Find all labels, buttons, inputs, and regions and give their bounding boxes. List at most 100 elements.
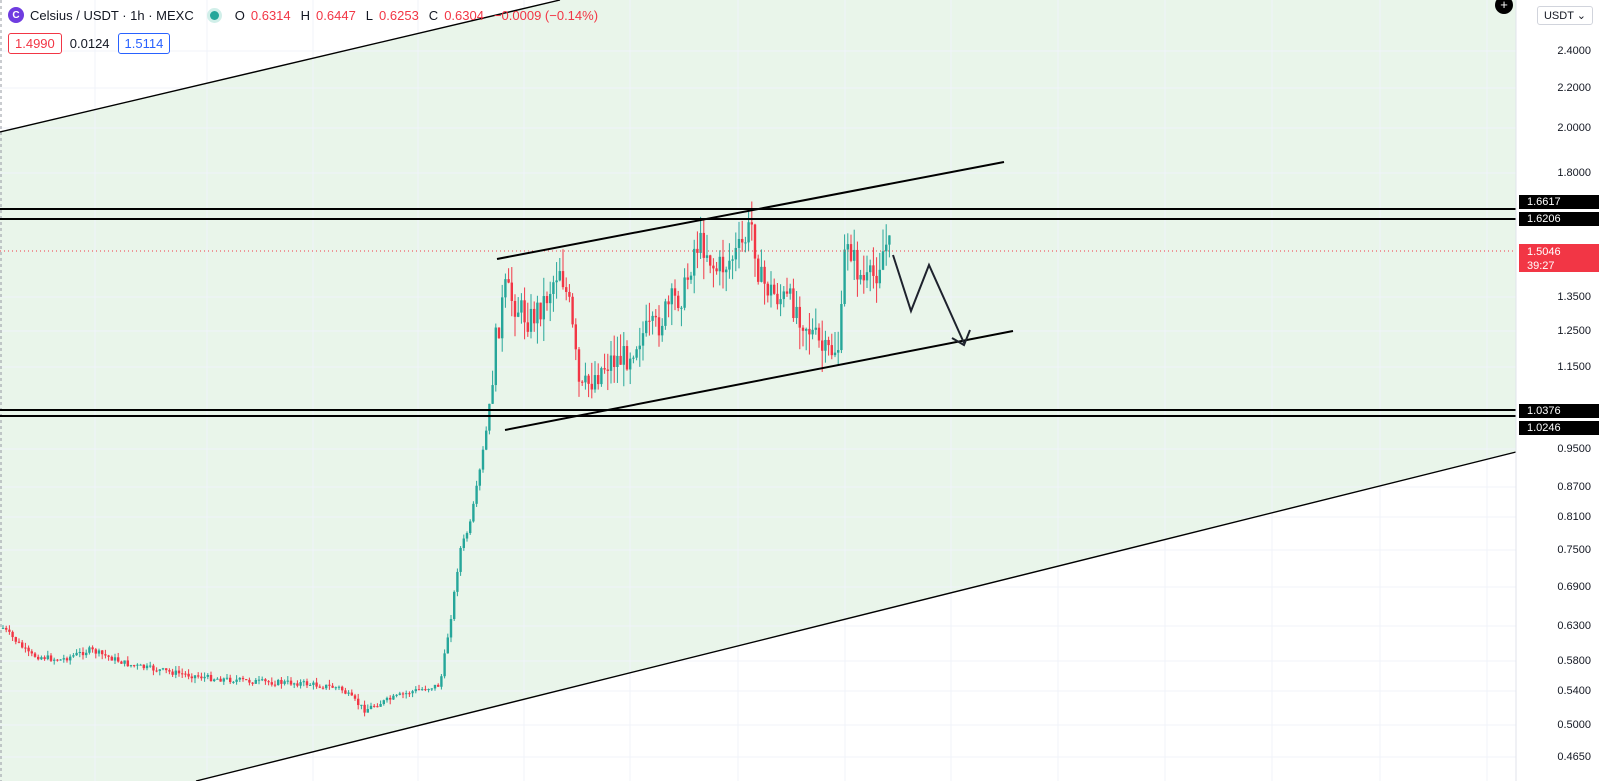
- candle-body: [216, 678, 219, 680]
- candle-body: [728, 260, 731, 270]
- candle-body: [757, 258, 760, 282]
- candle-body: [190, 676, 193, 679]
- candle-body: [603, 368, 606, 370]
- sell-button[interactable]: 1.4990: [8, 33, 62, 54]
- candle-body: [744, 242, 747, 244]
- axis-tick-label: 0.5800: [1557, 655, 1591, 667]
- candle-body: [85, 652, 88, 656]
- candle-body: [427, 689, 430, 691]
- candle-body: [792, 288, 795, 319]
- candle-body: [699, 232, 702, 253]
- candle-body: [536, 302, 539, 324]
- candle-body: [856, 249, 859, 280]
- candle-body: [449, 619, 453, 638]
- candle-body: [17, 641, 21, 643]
- candle-body: [459, 547, 462, 572]
- candle-body: [673, 288, 677, 296]
- candle-body: [91, 647, 94, 650]
- candle-body: [827, 339, 830, 346]
- candle-body: [334, 687, 337, 689]
- candle-body: [581, 381, 584, 383]
- candle-body: [526, 322, 529, 332]
- candle-body: [600, 368, 603, 385]
- candle-body: [443, 653, 446, 677]
- candle-body: [833, 352, 837, 356]
- add-icon[interactable]: +: [1495, 0, 1513, 14]
- candle-body: [398, 693, 401, 695]
- candle-body: [254, 680, 257, 684]
- candle-body: [145, 665, 149, 669]
- candle-body: [309, 684, 312, 686]
- candle-body: [107, 655, 110, 657]
- candle-body: [120, 661, 123, 664]
- candle-body: [808, 328, 811, 335]
- candle-body: [363, 704, 366, 713]
- candle-body: [760, 266, 763, 282]
- candle-body: [184, 673, 187, 675]
- candle-body: [571, 296, 574, 325]
- candle-body: [270, 682, 273, 685]
- candle-body: [686, 277, 689, 280]
- candle-body: [235, 679, 238, 682]
- candle-body: [366, 709, 369, 713]
- candle-body: [875, 275, 878, 284]
- outer-channel-top: [0, 0, 561, 133]
- high-value: 0.6447: [316, 7, 356, 23]
- candle-body: [318, 686, 321, 688]
- candle-body: [200, 676, 203, 679]
- candle-body: [414, 689, 417, 692]
- candle-body: [632, 357, 635, 359]
- candle-body: [264, 679, 267, 682]
- axis-tick-label: 2.0000: [1557, 122, 1591, 134]
- inner-channel-top: [496, 161, 1005, 260]
- candle-body: [302, 681, 305, 683]
- trade-panel: 1.4990 0.0124 1.5114: [8, 33, 171, 54]
- candle-body: [609, 355, 613, 371]
- candle-body: [523, 300, 526, 323]
- candle-body: [385, 697, 389, 701]
- candle-body: [747, 222, 750, 243]
- candle-body: [232, 681, 235, 683]
- symbol-title[interactable]: Celsius / USDT · 1h · MEXC: [30, 7, 194, 23]
- projection-arrowhead: [951, 329, 971, 347]
- high-label: H: [300, 7, 311, 23]
- candle-body: [549, 293, 552, 304]
- candle-body: [539, 302, 542, 320]
- candle-body: [821, 340, 824, 351]
- candle-body: [872, 265, 875, 276]
- candle-body: [472, 503, 475, 522]
- candle-body: [43, 657, 46, 660]
- buy-button[interactable]: 1.5114: [117, 33, 171, 54]
- candle-body: [315, 682, 318, 687]
- candle-body: [277, 679, 280, 686]
- candle-body: [193, 675, 197, 679]
- candle-body: [117, 657, 120, 662]
- candle-body: [37, 656, 40, 660]
- axis-tick-label: 0.6300: [1557, 620, 1591, 632]
- candle-body: [56, 659, 59, 661]
- market-status-icon: [209, 10, 219, 20]
- candle-body: [155, 670, 158, 672]
- low-label: L: [365, 7, 374, 23]
- candle-body: [465, 533, 469, 539]
- candle-body: [888, 235, 891, 245]
- candle-body: [78, 652, 81, 654]
- candle-body: [331, 685, 334, 688]
- currency-selector[interactable]: USDT ⌄: [1536, 6, 1593, 25]
- candle-body: [347, 692, 350, 694]
- candle-body: [616, 355, 619, 367]
- candle-body: [72, 655, 75, 657]
- candle-body: [782, 291, 785, 300]
- candle-body: [491, 385, 494, 404]
- candle-body: [49, 655, 53, 661]
- candle-body: [149, 665, 152, 667]
- candle-body: [619, 355, 622, 365]
- price-tag-level3: 1.0376: [1519, 404, 1599, 418]
- candle-body: [344, 690, 347, 694]
- candle-body: [677, 295, 680, 309]
- candle-body: [481, 449, 485, 470]
- axis-tick-label: 0.5000: [1557, 719, 1591, 731]
- candle-body: [805, 328, 808, 331]
- candle-body: [814, 327, 817, 330]
